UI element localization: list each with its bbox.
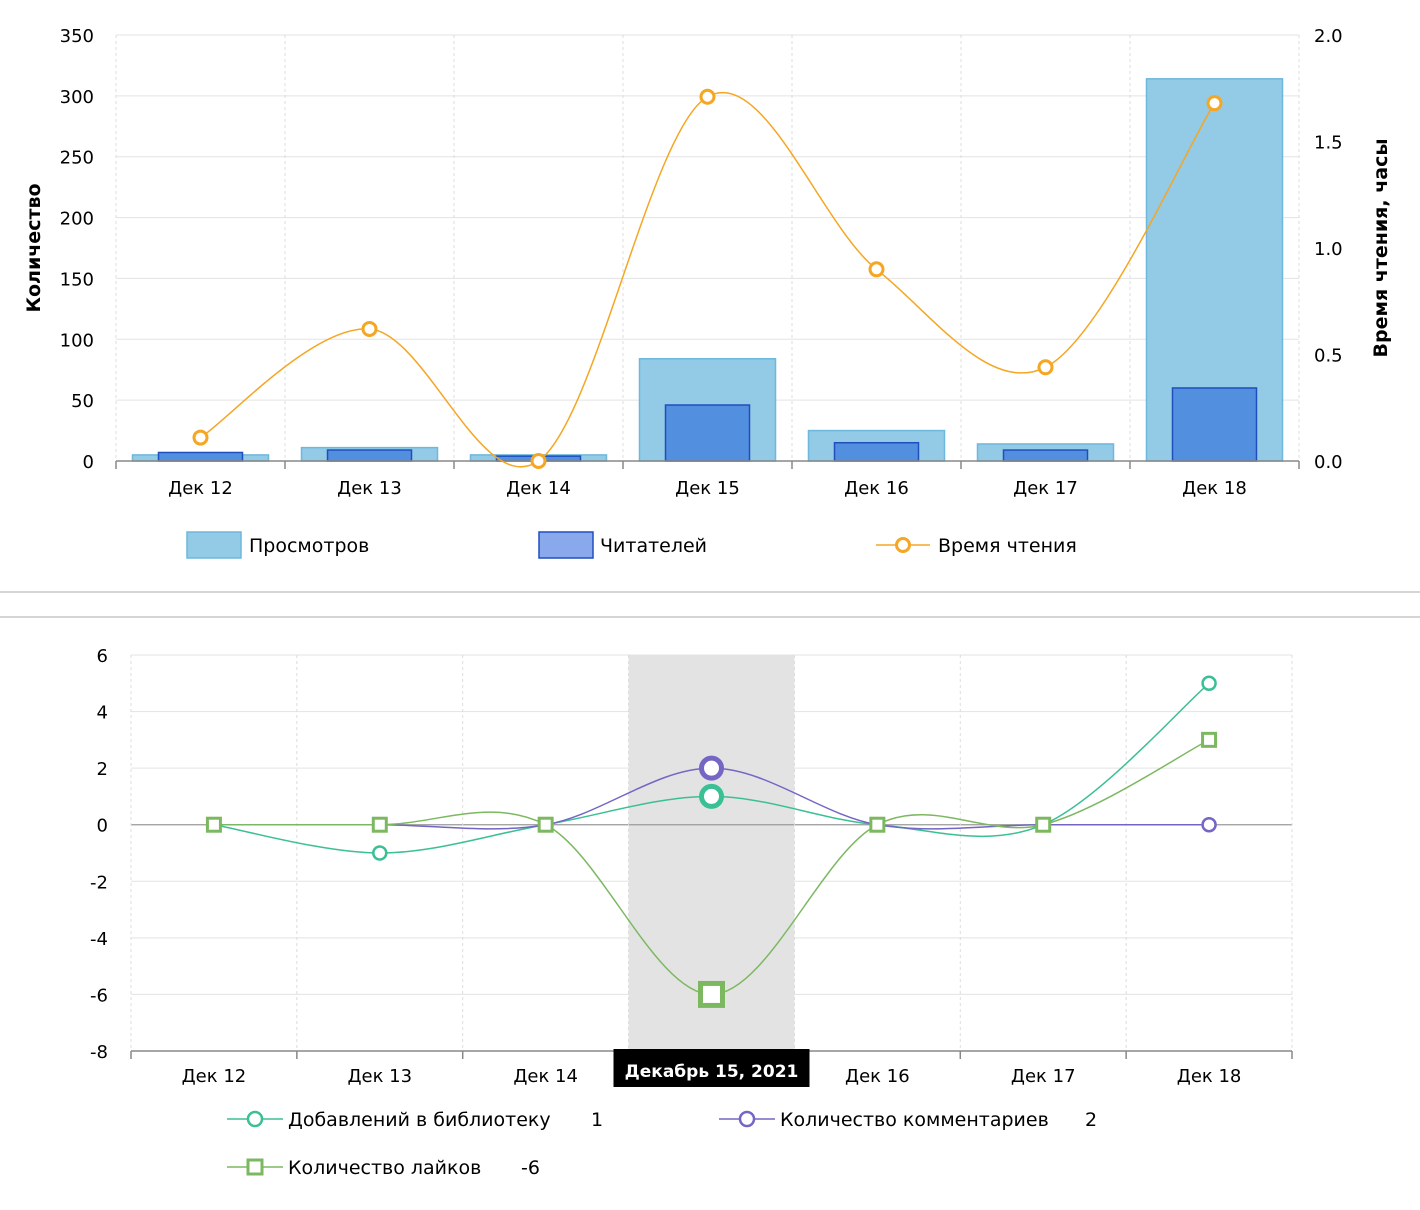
x-tick-label: Дек 15 [675,478,740,499]
point-library[interactable] [1201,675,1217,692]
point-likes[interactable] [205,816,222,833]
grid [130,654,1293,1051]
bar-readers[interactable] [664,404,751,462]
legend-item-views[interactable]: Просмотров [186,531,369,559]
legend-label-reading-time: Время чтения [938,535,1077,557]
y2-tick-label: 0.0 [1314,452,1343,473]
bar-readers[interactable] [1171,387,1258,462]
x-tick-label: Дек 17 [1013,478,1078,499]
point-comments-active[interactable] [699,755,724,781]
y-tick-label: 0 [83,452,94,473]
point-library-active[interactable] [699,783,724,809]
point-reading-time[interactable] [699,88,716,105]
legend-label-library: Добавлений в библиотеку [288,1109,551,1131]
y-tick-label: 0 [97,816,108,837]
point-likes[interactable] [869,816,886,833]
reading-stats-chart: 0 50 100 150 200 250 300 350 0.0 0.5 1.0 1.5 2.0 Дек … [23,26,1392,559]
bar-readers[interactable] [1002,449,1089,462]
legend-swatch-views [186,531,242,559]
point-likes[interactable] [537,816,554,833]
point-reading-time[interactable] [361,320,378,337]
legend-item-reading-time[interactable]: Время чтения [876,535,1077,557]
legend: Добавлений в библиотеку 1 Количество комме… [227,1109,1097,1179]
y-axis-title: Количество [23,183,45,312]
y-tick-label: 150 [60,269,94,290]
bar-readers[interactable] [833,441,920,462]
legend-marker-reading-time [895,537,911,553]
y2-tick-label: 1.5 [1314,133,1343,154]
point-likes-active[interactable] [698,980,725,1008]
x-tick-label: Дек 18 [1182,478,1247,499]
x-tick-label: Дек 17 [1011,1066,1076,1087]
x-tick-label: Дек 13 [347,1066,412,1087]
point-comments[interactable] [1201,816,1217,833]
x-tick-label: Дек 14 [513,1066,578,1087]
x-tick-label: Дек 12 [168,478,233,499]
y-tick-label: -2 [90,872,108,893]
point-likes[interactable] [1035,816,1052,833]
legend-label-readers: Читателей [600,535,707,557]
point-library[interactable] [372,845,388,861]
legend-marker-library [246,1110,264,1128]
tooltip-label: Декабрь 15, 2021 [625,1062,799,1082]
chart-divider [0,591,1420,618]
legend-item-likes[interactable]: Количество лайков -6 [227,1157,540,1179]
x-tick-label: Дек 16 [845,1066,910,1087]
bar-readers[interactable] [157,451,244,462]
legend-marker-comments [738,1110,756,1128]
y-tick-label: 250 [60,148,94,169]
point-reading-time[interactable] [1037,359,1054,376]
grid [115,34,1300,462]
legend-label-views: Просмотров [249,535,369,557]
y-tick-label: 4 [97,703,108,724]
y-tick-label: 2 [97,759,108,780]
point-reading-time[interactable] [1206,95,1223,112]
legend-marker-likes [246,1158,264,1176]
y2-tick-label: 1.0 [1314,239,1343,260]
y-tick-label: -6 [90,985,108,1006]
legend-value-comments: 2 [1085,1109,1097,1131]
y-tick-label: 50 [71,391,94,412]
point-likes[interactable] [371,816,388,833]
point-reading-time[interactable] [868,261,885,278]
y-tick-label: -8 [90,1042,108,1063]
tooltip-box [613,1049,810,1087]
point-likes[interactable] [1201,731,1218,748]
y2-tick-label: 2.0 [1314,26,1343,47]
x-tick-label: Дек 14 [506,478,571,499]
legend-value-library: 1 [591,1109,603,1131]
y-tick-label: 100 [60,330,94,351]
bar-readers[interactable] [326,449,413,462]
y-tick-label: -4 [90,929,108,950]
legend-label-likes: Количество лайков [288,1157,481,1179]
legend: Просмотров Читателей Время чтения [186,531,1077,559]
y2-tick-label: 0.5 [1314,346,1343,367]
legend-item-readers[interactable]: Читателей [538,531,707,559]
legend-value-likes: -6 [521,1157,540,1179]
point-reading-time[interactable] [530,453,547,469]
y-tick-label: 6 [97,646,108,667]
x-tick-label: Дек 18 [1177,1066,1242,1087]
y-tick-label: 300 [60,87,94,108]
y-tick-label: 200 [60,209,94,230]
legend-item-comments[interactable]: Количество комментариев 2 [719,1109,1097,1131]
tooltip: Декабрь 15, 2021 [613,1049,810,1087]
x-tick-label: Дек 12 [182,1066,247,1087]
legend-label-comments: Количество комментариев [780,1109,1049,1131]
x-tick-label: Дек 13 [337,478,402,499]
y2-axis-title: Время чтения, часы [1370,138,1392,357]
legend-swatch-readers [538,531,594,559]
y-tick-label: 350 [60,26,94,47]
point-reading-time[interactable] [192,429,209,446]
x-tick-label: Дек 16 [844,478,909,499]
legend-item-library[interactable]: Добавлений в библиотеку 1 [227,1109,603,1131]
